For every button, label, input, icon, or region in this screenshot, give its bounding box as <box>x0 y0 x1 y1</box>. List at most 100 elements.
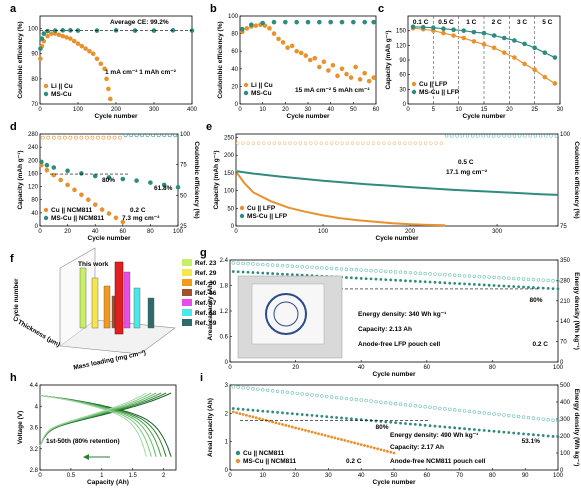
ce-point <box>397 141 402 145</box>
data-point <box>351 19 356 25</box>
y-tick-label: 120 <box>28 185 39 191</box>
energy-point <box>270 389 275 393</box>
legend-swatch <box>182 269 192 276</box>
capacity-point <box>541 286 545 290</box>
this-work-label: This work <box>78 261 109 268</box>
capacity-point <box>345 276 348 279</box>
capacity-point <box>532 286 535 289</box>
this-work-bar <box>114 261 124 335</box>
ce-point <box>145 133 150 138</box>
ce-point <box>236 141 240 145</box>
series-line <box>236 172 445 227</box>
capacity-point <box>487 429 491 433</box>
capacity-point <box>241 407 245 411</box>
energy-point <box>389 269 393 274</box>
capacity-point <box>379 448 383 452</box>
ce-point <box>439 141 444 145</box>
y2-tick-label: 25 <box>180 224 187 230</box>
ce-point <box>392 141 397 145</box>
data-point <box>420 24 426 30</box>
capacity-point <box>261 418 265 421</box>
energy-point <box>536 278 541 282</box>
data-point <box>260 20 265 26</box>
energy-point <box>403 403 408 407</box>
capacity-point <box>323 433 327 437</box>
x-tick-label: 1 <box>100 473 104 479</box>
legend-swatch <box>182 259 192 266</box>
chart-b: b 0 10 20 30 40 50 60 0 20 40 60 80 100 Cycle number Co… <box>210 3 380 120</box>
capacity-point <box>517 432 521 435</box>
ce-point <box>533 134 538 138</box>
ce-point <box>418 141 423 145</box>
capacity-point <box>345 416 348 420</box>
energy-point <box>256 387 260 391</box>
data-point <box>362 70 367 76</box>
capacity-point <box>512 431 516 435</box>
capacity-point <box>231 270 235 273</box>
data-point <box>239 26 245 32</box>
capacity-point <box>546 286 550 290</box>
annotation: 1st-50th (80% retention) <box>46 438 120 445</box>
capacity-point <box>472 428 476 431</box>
y-tick-label: 200 <box>28 158 39 164</box>
capacity-point <box>245 413 248 417</box>
energy-point <box>315 265 319 270</box>
capacity-point <box>487 283 491 287</box>
capacity-point <box>248 414 252 418</box>
x-tick-label: 0 <box>38 229 42 235</box>
energy-point <box>275 263 280 268</box>
energy-point <box>334 266 339 271</box>
legend-marker <box>235 458 241 464</box>
x-tick-label: 40 <box>358 365 365 371</box>
capacity-point <box>251 415 255 419</box>
y-tick-label: 4 <box>35 404 39 410</box>
data-point <box>471 29 477 35</box>
data-point <box>71 38 77 44</box>
energy-point <box>256 262 260 266</box>
y-tick-label: 0.6 <box>220 335 229 341</box>
data-point <box>330 62 336 68</box>
energy-point <box>251 262 255 266</box>
charge-curve <box>39 392 147 447</box>
rate-label: 3 C <box>517 19 527 26</box>
ce-point <box>476 134 480 138</box>
capacity-point <box>231 410 235 414</box>
x-tick-label: 200 <box>405 229 416 235</box>
capacity-point <box>287 424 291 428</box>
capacity-point <box>551 435 555 438</box>
y-tick-label: 100 <box>28 27 39 33</box>
y-tick-label: 3.2 <box>30 447 39 453</box>
legend-swatch <box>182 299 192 306</box>
energy-point <box>354 268 358 272</box>
legend-marker <box>411 89 417 95</box>
capacity-point <box>386 449 389 453</box>
capacity-point <box>482 283 486 287</box>
y-axis-label: Coulombic efficiency (%) <box>17 21 24 98</box>
x-tick-label: 0 <box>38 473 42 479</box>
y-tick-label: 40 <box>231 67 238 73</box>
data-point <box>94 56 100 62</box>
ce-point <box>140 133 145 138</box>
legend-marker <box>239 213 245 219</box>
capacity-point <box>286 411 289 415</box>
energy-point <box>443 272 447 277</box>
capacity-point <box>349 440 353 444</box>
data-point <box>175 184 181 190</box>
capacity-point <box>443 281 447 285</box>
annotation: Average CE: 99.2% <box>110 19 169 26</box>
annotation: Capacity: 2.17 Ah <box>390 444 444 451</box>
energy-point <box>551 418 555 422</box>
data-point <box>87 48 92 54</box>
data-point <box>92 202 98 207</box>
data-point <box>44 162 50 168</box>
ce-point <box>507 134 511 138</box>
energy-point <box>241 261 245 266</box>
energy-point <box>241 386 245 390</box>
capacity-point <box>290 425 294 429</box>
x-axis-label: Cycle number <box>95 113 138 120</box>
x-tick-label: 60 <box>373 107 380 113</box>
ce-point <box>57 135 62 140</box>
capacity-point <box>297 427 301 431</box>
capacity-point <box>428 424 432 428</box>
